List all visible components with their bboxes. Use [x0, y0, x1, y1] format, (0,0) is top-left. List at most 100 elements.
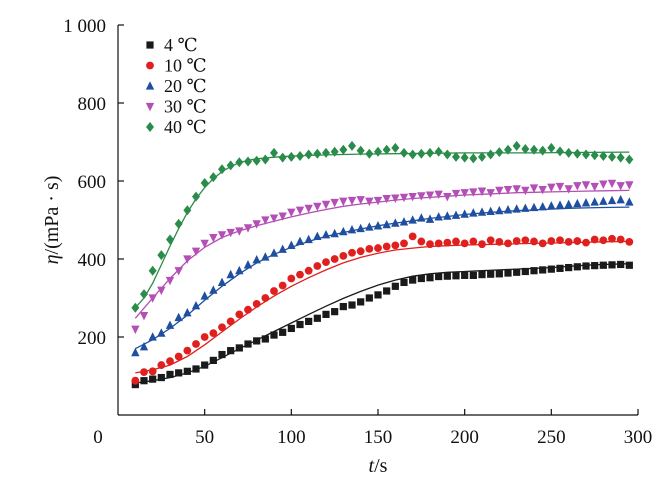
data-point [417, 237, 426, 246]
data-point [356, 145, 365, 156]
data-point [356, 196, 365, 205]
data-point [131, 302, 140, 313]
data-point [165, 320, 175, 329]
data-point [573, 148, 582, 159]
fit-curve-series-1 [135, 263, 630, 384]
legend-item: 30 ℃ [145, 97, 207, 117]
data-point [625, 261, 633, 269]
data-point [530, 144, 538, 155]
y-tick-label: 600 [78, 172, 107, 193]
data-point [521, 267, 529, 276]
x-tick-label: 300 [624, 427, 653, 448]
data-point [383, 287, 391, 295]
data-point [452, 237, 460, 246]
data-point [183, 308, 192, 317]
data-point [547, 142, 556, 153]
data-point [166, 357, 174, 366]
data-point [374, 244, 382, 252]
data-point [608, 234, 616, 243]
data-point [374, 291, 382, 299]
data-point [313, 262, 322, 270]
data-point [469, 271, 477, 279]
data-point [373, 221, 383, 230]
data-point [460, 189, 469, 198]
data-points [131, 140, 634, 389]
data-point [287, 208, 296, 217]
data-point [486, 206, 495, 216]
data-point [469, 237, 478, 246]
data-point [347, 196, 357, 206]
data-point [478, 271, 486, 279]
data-point [477, 207, 487, 216]
data-point [149, 375, 157, 383]
data-point [278, 281, 287, 290]
fit-curves [134, 151, 630, 384]
data-point [244, 156, 252, 167]
fit-curve-series-3 [135, 206, 630, 350]
data-point [304, 204, 313, 214]
data-point [547, 201, 556, 210]
data-point [373, 196, 383, 206]
data-point [131, 347, 140, 357]
data-point [330, 255, 339, 263]
data-point [538, 239, 547, 248]
data-point [235, 265, 244, 275]
data-point [521, 203, 530, 212]
data-point [304, 266, 313, 275]
legend-label: 10 ℃ [164, 56, 207, 76]
x-tick-label: 0 [93, 427, 103, 448]
data-point [217, 277, 227, 286]
data-point [192, 191, 200, 202]
data-point [512, 185, 521, 194]
data-point [166, 370, 174, 379]
legend-label: 4 ℃ [164, 35, 198, 55]
data-point [417, 213, 426, 222]
data-point [529, 202, 539, 212]
data-point [148, 332, 157, 341]
data-point [157, 373, 165, 382]
data-point [460, 152, 469, 163]
data-point [547, 265, 555, 273]
data-point [530, 237, 538, 246]
data-point [495, 205, 504, 215]
data-point [140, 368, 148, 376]
data-point [244, 305, 252, 314]
data-point [556, 236, 564, 245]
data-point [529, 184, 539, 193]
plot-area [117, 25, 638, 416]
data-point [270, 287, 278, 295]
data-point [339, 302, 347, 311]
data-point [183, 367, 191, 375]
data-point [582, 262, 590, 270]
data-point [426, 240, 434, 249]
data-point [616, 194, 625, 204]
data-point [487, 270, 495, 278]
data-point [503, 185, 513, 195]
data-point [599, 180, 608, 189]
data-point [304, 234, 313, 244]
data-point [573, 182, 582, 191]
legend-marker [146, 122, 154, 132]
data-point [608, 261, 616, 269]
data-point [209, 329, 218, 337]
data-point [339, 197, 348, 207]
data-point [174, 352, 183, 361]
data-point [365, 197, 374, 207]
data-point [295, 236, 305, 246]
data-point [322, 310, 330, 318]
data-point [261, 154, 270, 165]
legend-item: 20 ℃ [145, 76, 207, 96]
data-point [174, 312, 183, 322]
data-point [521, 236, 530, 245]
series-2-points [131, 232, 634, 385]
data-point [235, 310, 244, 319]
data-point [382, 242, 391, 251]
x-tick-label: 150 [364, 427, 393, 448]
data-point [573, 263, 581, 271]
data-point [451, 210, 461, 219]
data-point [451, 189, 461, 199]
data-point [339, 144, 348, 155]
data-point [435, 272, 443, 281]
data-point [443, 149, 452, 160]
data-point [495, 237, 504, 246]
